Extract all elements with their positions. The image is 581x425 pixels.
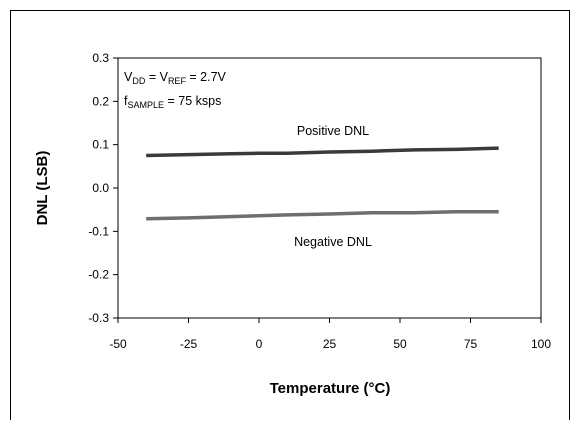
x-tick-label: 25 [323, 337, 337, 351]
negative-dnl-label: Negative DNL [294, 235, 372, 249]
supply-voltage-condition: VDD = VREF = 2.7V [124, 70, 227, 86]
series-lines [146, 146, 499, 221]
x-tick-label: 100 [531, 337, 551, 351]
y-tick-labels: 0.3 0.2 0.1 0.0 -0.1 -0.2 -0.3 [88, 51, 109, 325]
x-tick-label: -50 [109, 337, 127, 351]
y-tick-label: 0.0 [92, 181, 109, 195]
negative-dnl-line [146, 210, 499, 221]
x-tick-label: 50 [393, 337, 407, 351]
x-tick-label: 75 [464, 337, 478, 351]
positive-dnl-label: Positive DNL [297, 124, 369, 138]
positive-dnl-line [146, 146, 499, 158]
y-tick-label: -0.3 [88, 311, 109, 325]
conditions-box [119, 64, 291, 120]
y-tick-label: 0.2 [92, 94, 109, 108]
conditions-annotation: VDD = VREF = 2.7V fSAMPLE = 75 ksps [119, 64, 291, 120]
y-tick-label: 0.3 [92, 51, 109, 65]
chart-frame [10, 10, 570, 420]
axis-ticks [113, 57, 542, 323]
y-axis-title: DNL (LSB) [34, 151, 51, 226]
y-tick-label: -0.1 [88, 224, 109, 238]
x-axis-title: Temperature (°C) [270, 380, 391, 397]
y-tick-label: -0.2 [88, 268, 109, 282]
negative-dnl-label-backdrop [278, 230, 390, 252]
x-tick-label: -25 [180, 337, 198, 351]
sample-rate-condition: fSAMPLE = 75 ksps [124, 94, 221, 110]
x-tick-label: 0 [256, 337, 263, 351]
y-tick-label: 0.1 [92, 138, 109, 152]
x-tick-labels: -50 -25 0 25 50 75 100 [109, 337, 551, 351]
